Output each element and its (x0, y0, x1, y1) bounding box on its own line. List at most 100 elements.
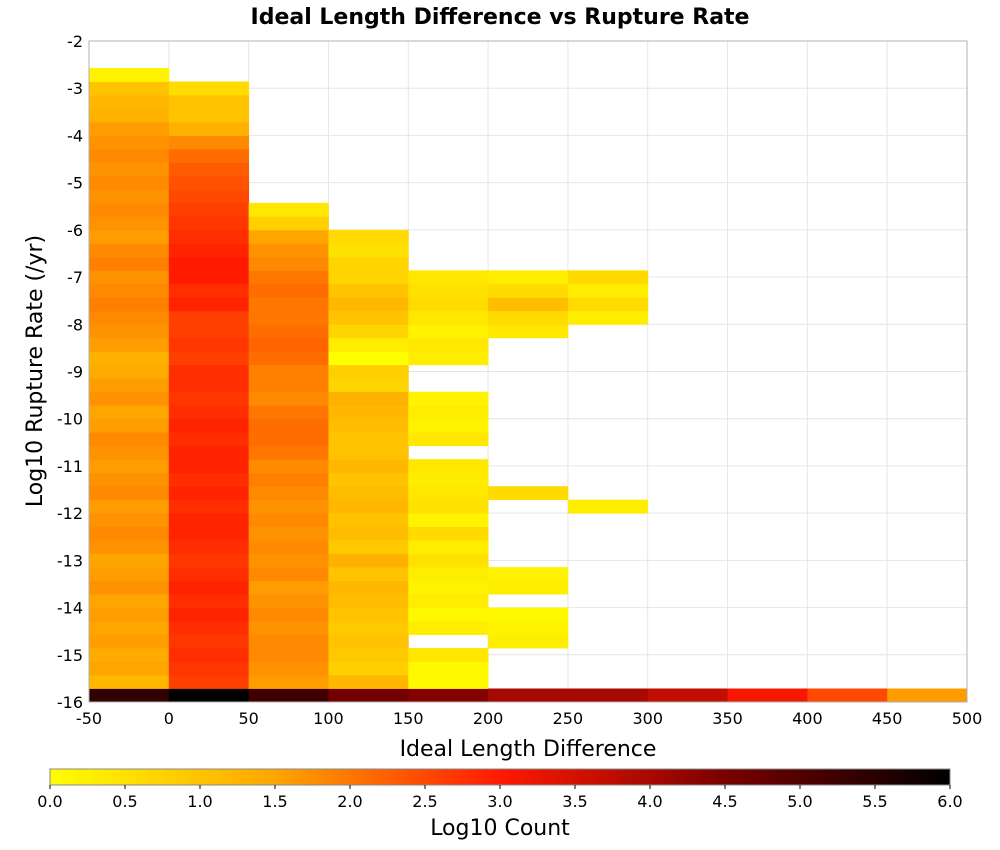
heatmap-cell (248, 216, 329, 231)
heatmap-cell (168, 499, 250, 514)
x-tick-label: 300 (632, 709, 663, 728)
heatmap-cell (328, 567, 409, 581)
heatmap-cell (408, 540, 489, 555)
heatmap-cell (89, 189, 170, 204)
heatmap-cell (89, 648, 170, 662)
heatmap-cell (567, 297, 649, 312)
heatmap-cell (248, 472, 329, 487)
plot-frame (88, 40, 968, 703)
heatmap-cell (168, 553, 250, 568)
heatmap-cell (328, 418, 409, 433)
heatmap-cell (248, 486, 329, 501)
heatmap-cell (887, 688, 968, 703)
y-tick-label: -10 (57, 410, 83, 429)
heatmap-cell (89, 553, 170, 568)
heatmap-cell (408, 594, 489, 608)
heatmap-cell (408, 513, 489, 528)
heatmap-cell (89, 378, 170, 393)
heatmap-cell (89, 175, 170, 190)
heatmap-cell (328, 283, 409, 298)
heatmap-cell (248, 553, 329, 568)
heatmap-cell (168, 418, 250, 433)
y-tick-label: -2 (67, 32, 83, 51)
colorbar-tick-label: 1.0 (187, 792, 212, 811)
heatmap-cell (168, 432, 250, 447)
heatmap-cell (248, 202, 329, 217)
heatmap-cell (248, 661, 329, 676)
heatmap-cell (248, 445, 329, 460)
heatmap-cell (168, 270, 250, 285)
heatmap-cell (328, 229, 409, 244)
heatmap-cell (168, 607, 250, 622)
heatmap-cell (89, 243, 170, 258)
x-tick-label: 150 (393, 709, 424, 728)
x-tick-label: 0 (164, 709, 174, 728)
heatmap-cell (248, 229, 329, 244)
colorbar-tick-label: 2.5 (412, 792, 437, 811)
heatmap-cell (328, 324, 409, 339)
heatmap-cell (408, 688, 489, 703)
heatmap-cell (248, 540, 329, 555)
heatmap-cell (168, 648, 250, 662)
y-tick-label: -13 (57, 551, 83, 570)
heatmap-cell (248, 270, 329, 285)
heatmap-cell (168, 459, 250, 474)
heatmap-cell (328, 526, 409, 541)
heatmap-cell (328, 634, 409, 649)
heatmap-cell (168, 351, 250, 366)
heatmap-cell (89, 405, 170, 420)
colorbar-tick-label: 4.0 (637, 792, 662, 811)
heatmap-cell (89, 688, 170, 703)
y-tick-label: -12 (57, 504, 83, 523)
x-tick-label: 400 (792, 709, 823, 728)
heatmap-cell (248, 621, 329, 635)
heatmap-cell (328, 675, 409, 689)
heatmap-cell (168, 256, 250, 271)
heatmap-cell (89, 459, 170, 474)
heatmap-cell (168, 513, 250, 528)
heatmap-cell (408, 499, 489, 514)
heatmap-cell (408, 432, 489, 447)
heatmap-cell (328, 351, 409, 366)
heatmap-cell (328, 310, 409, 325)
heatmap-cell (248, 351, 329, 366)
heatmap-cell (89, 607, 170, 622)
heatmap-cell (488, 283, 569, 298)
heatmap-cell (89, 445, 170, 460)
heatmap-cell (248, 405, 329, 420)
heatmap-cell (488, 580, 569, 595)
heatmap-cell (168, 108, 250, 123)
y-tick-label: -5 (67, 174, 83, 193)
y-tick-label: -9 (67, 363, 83, 382)
heatmap-cell (89, 418, 170, 433)
y-tick-label: -15 (57, 646, 83, 665)
x-tick-label: -50 (76, 709, 102, 728)
y-tick-label: -11 (57, 457, 83, 476)
heatmap-cell (89, 364, 170, 379)
heatmap-cell (89, 337, 170, 352)
heatmap-cell (168, 391, 250, 406)
heatmap-cell (168, 94, 250, 109)
heatmap-cell (328, 513, 409, 528)
heatmap-cell (248, 607, 329, 622)
heatmap-cell (408, 324, 489, 339)
heatmap-cell (328, 540, 409, 555)
heatmap-cell (408, 553, 489, 568)
heatmap-cell (408, 459, 489, 474)
y-axis-label: Log10 Rupture Rate (/yr) (23, 235, 48, 507)
heatmap-cell (168, 148, 250, 163)
colorbar (49, 768, 951, 786)
y-tick-label: -4 (67, 126, 83, 145)
heatmap-cell (168, 216, 250, 231)
heatmap-cell (168, 324, 250, 339)
heatmap-cell (168, 135, 250, 150)
heatmap-cell (168, 661, 250, 676)
heatmap-cell (89, 68, 170, 82)
heatmap-cell (89, 391, 170, 406)
heatmap-cell (89, 567, 170, 581)
heatmap-cell (248, 634, 329, 649)
heatmap-cell (408, 297, 489, 312)
x-tick-label: 450 (872, 709, 903, 728)
x-axis-label: Ideal Length Difference (400, 737, 657, 762)
heatmap-cell (647, 688, 728, 703)
